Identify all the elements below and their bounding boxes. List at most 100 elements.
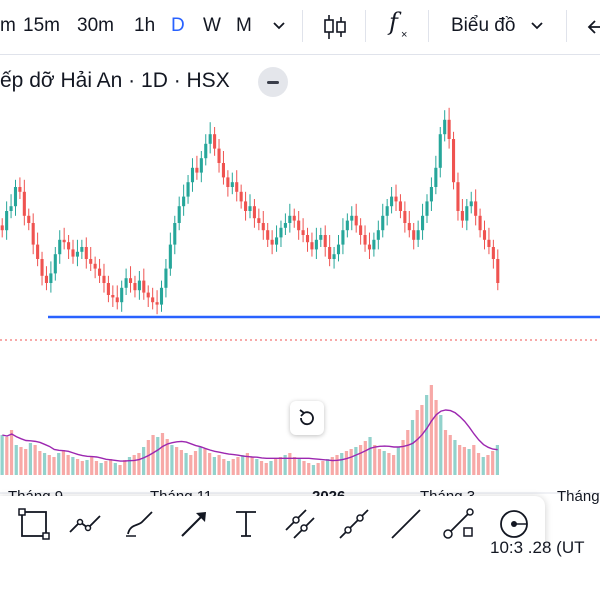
candle-body	[328, 247, 332, 259]
candle-body	[190, 167, 195, 183]
candle-body	[429, 187, 433, 202]
candle-body	[53, 254, 57, 274]
volume-bar	[292, 457, 297, 475]
volume-bar	[288, 453, 292, 475]
volume-bar	[439, 415, 443, 475]
volume-bar	[0, 435, 4, 475]
volume-bar	[212, 457, 216, 475]
arrow-back-icon[interactable]	[586, 16, 600, 38]
candle-body	[283, 223, 287, 228]
candle-body	[58, 239, 62, 255]
candle-body	[120, 287, 124, 303]
parallel-channel-icon[interactable]	[280, 504, 320, 544]
candle-body	[394, 196, 398, 202]
volume-bar	[311, 465, 316, 475]
line-icon[interactable]	[386, 504, 426, 544]
chevron-down-icon[interactable]	[530, 20, 544, 32]
candle-body	[133, 283, 137, 291]
volume-bar	[146, 440, 150, 475]
x-axis-label: Tháng	[557, 488, 600, 505]
volume-bar	[316, 463, 320, 475]
candle-body	[478, 215, 482, 231]
candle-body	[390, 196, 394, 207]
volume-bar	[302, 461, 306, 475]
candle-body	[323, 235, 327, 247]
volume-bar	[344, 451, 349, 475]
candlestick-icon[interactable]	[322, 12, 348, 42]
volume-bar	[47, 455, 51, 475]
candle-body	[385, 206, 389, 216]
interval-minutes[interactable]: m	[0, 15, 16, 36]
candle-body	[491, 247, 495, 259]
candle-body	[310, 242, 314, 250]
volume-bar	[165, 439, 169, 475]
volume-bar	[250, 457, 254, 475]
interval-month[interactable]: M	[236, 15, 252, 36]
candle-body	[354, 215, 358, 226]
volume-bar	[358, 445, 363, 475]
path-icon[interactable]	[66, 504, 106, 544]
volume-bar	[193, 451, 198, 475]
candle-body	[332, 254, 336, 259]
candle-body	[230, 182, 234, 187]
brush-icon[interactable]	[120, 504, 160, 544]
measure-icon[interactable]	[440, 504, 480, 544]
volume-bar	[61, 450, 66, 475]
volume-bar	[307, 463, 311, 475]
chevron-down-icon[interactable]	[272, 20, 286, 32]
candle-body	[173, 223, 177, 245]
volume-bar	[203, 449, 207, 475]
candle-body	[319, 235, 323, 240]
volume-bar	[80, 461, 84, 475]
trend-line-icon[interactable]	[334, 504, 374, 544]
candle-body	[151, 297, 155, 303]
volume-bar	[274, 459, 278, 475]
volume-bar	[38, 451, 42, 475]
target-icon[interactable]	[494, 504, 534, 544]
volume-bar	[264, 463, 268, 475]
interval-week[interactable]: W	[203, 15, 221, 36]
volume-bar	[453, 440, 457, 475]
candle-body	[469, 201, 473, 207]
candle-body	[336, 244, 341, 255]
volume-bar	[354, 447, 358, 475]
chart-type-button[interactable]: Biểu đồ	[451, 15, 516, 36]
candle-body	[44, 275, 49, 283]
volume-bar	[425, 395, 429, 475]
interval-30m[interactable]: 30m	[77, 15, 114, 36]
volume-bar	[189, 455, 193, 475]
candle-body	[31, 223, 35, 245]
volume-bar	[75, 459, 80, 475]
rectangle-icon[interactable]	[14, 504, 54, 544]
candle-body	[49, 273, 53, 283]
candle-body	[403, 211, 407, 223]
collapse-legend-button[interactable]	[258, 67, 288, 97]
candle-body	[292, 215, 296, 221]
candle-body	[482, 230, 487, 240]
volume-bar	[90, 457, 94, 475]
interval-day[interactable]: D	[171, 15, 185, 36]
fx-icon[interactable]: f	[389, 8, 398, 36]
interval-15m[interactable]: 15m	[23, 15, 60, 36]
arrow-icon[interactable]	[174, 504, 214, 544]
price-chart[interactable]	[0, 55, 600, 552]
volume-bar	[415, 410, 419, 475]
volume-bar	[420, 405, 424, 475]
candle-body	[412, 230, 416, 240]
reset-chart-button[interactable]	[290, 401, 324, 435]
candle-body	[89, 259, 93, 264]
text-icon[interactable]	[226, 504, 266, 544]
candle-body	[128, 278, 133, 283]
volume-bar	[137, 453, 141, 475]
interval-1h[interactable]: 1h	[134, 15, 156, 36]
volume-bar	[377, 449, 382, 475]
volume-bar	[28, 443, 33, 475]
candle-body	[297, 220, 301, 231]
candle-body	[372, 239, 376, 250]
candle-body	[226, 177, 230, 187]
volume-bar	[241, 455, 245, 475]
candle-body	[443, 119, 447, 135]
volume-bar	[71, 457, 75, 475]
volume-bar	[245, 453, 249, 475]
candle-body	[460, 211, 464, 221]
